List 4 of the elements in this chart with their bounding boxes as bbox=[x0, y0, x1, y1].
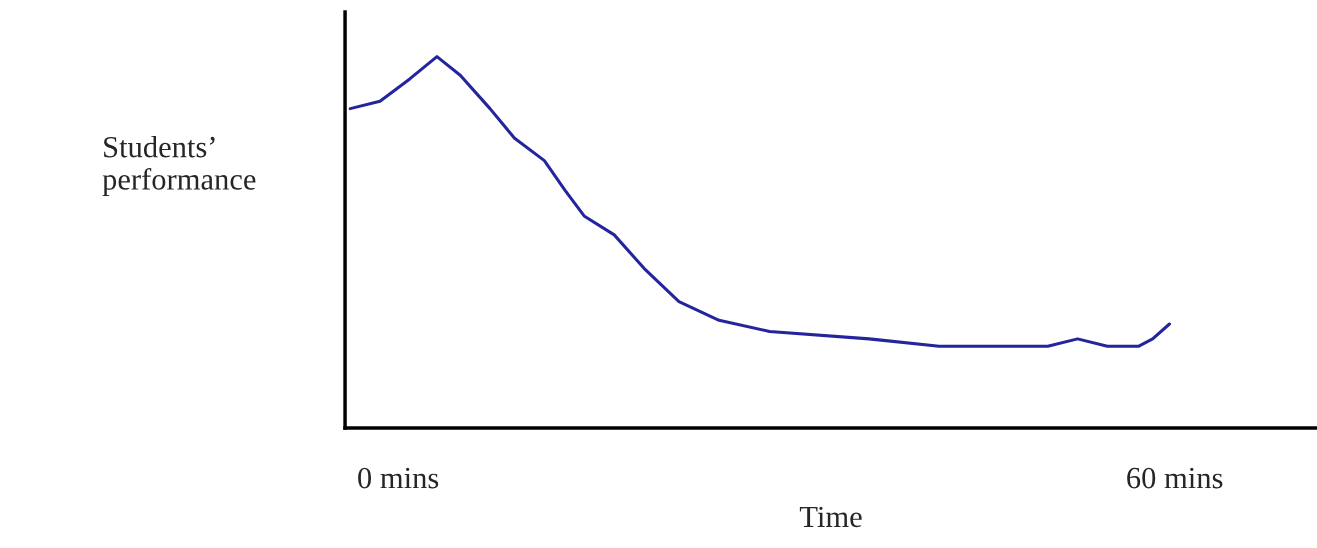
x-axis-title: Time bbox=[799, 506, 862, 528]
x-tick-label: 0 mins bbox=[358, 467, 439, 489]
x-tick-label: 60 mins bbox=[1127, 467, 1223, 489]
y-axis-title: Students’ performance bbox=[102, 135, 256, 196]
